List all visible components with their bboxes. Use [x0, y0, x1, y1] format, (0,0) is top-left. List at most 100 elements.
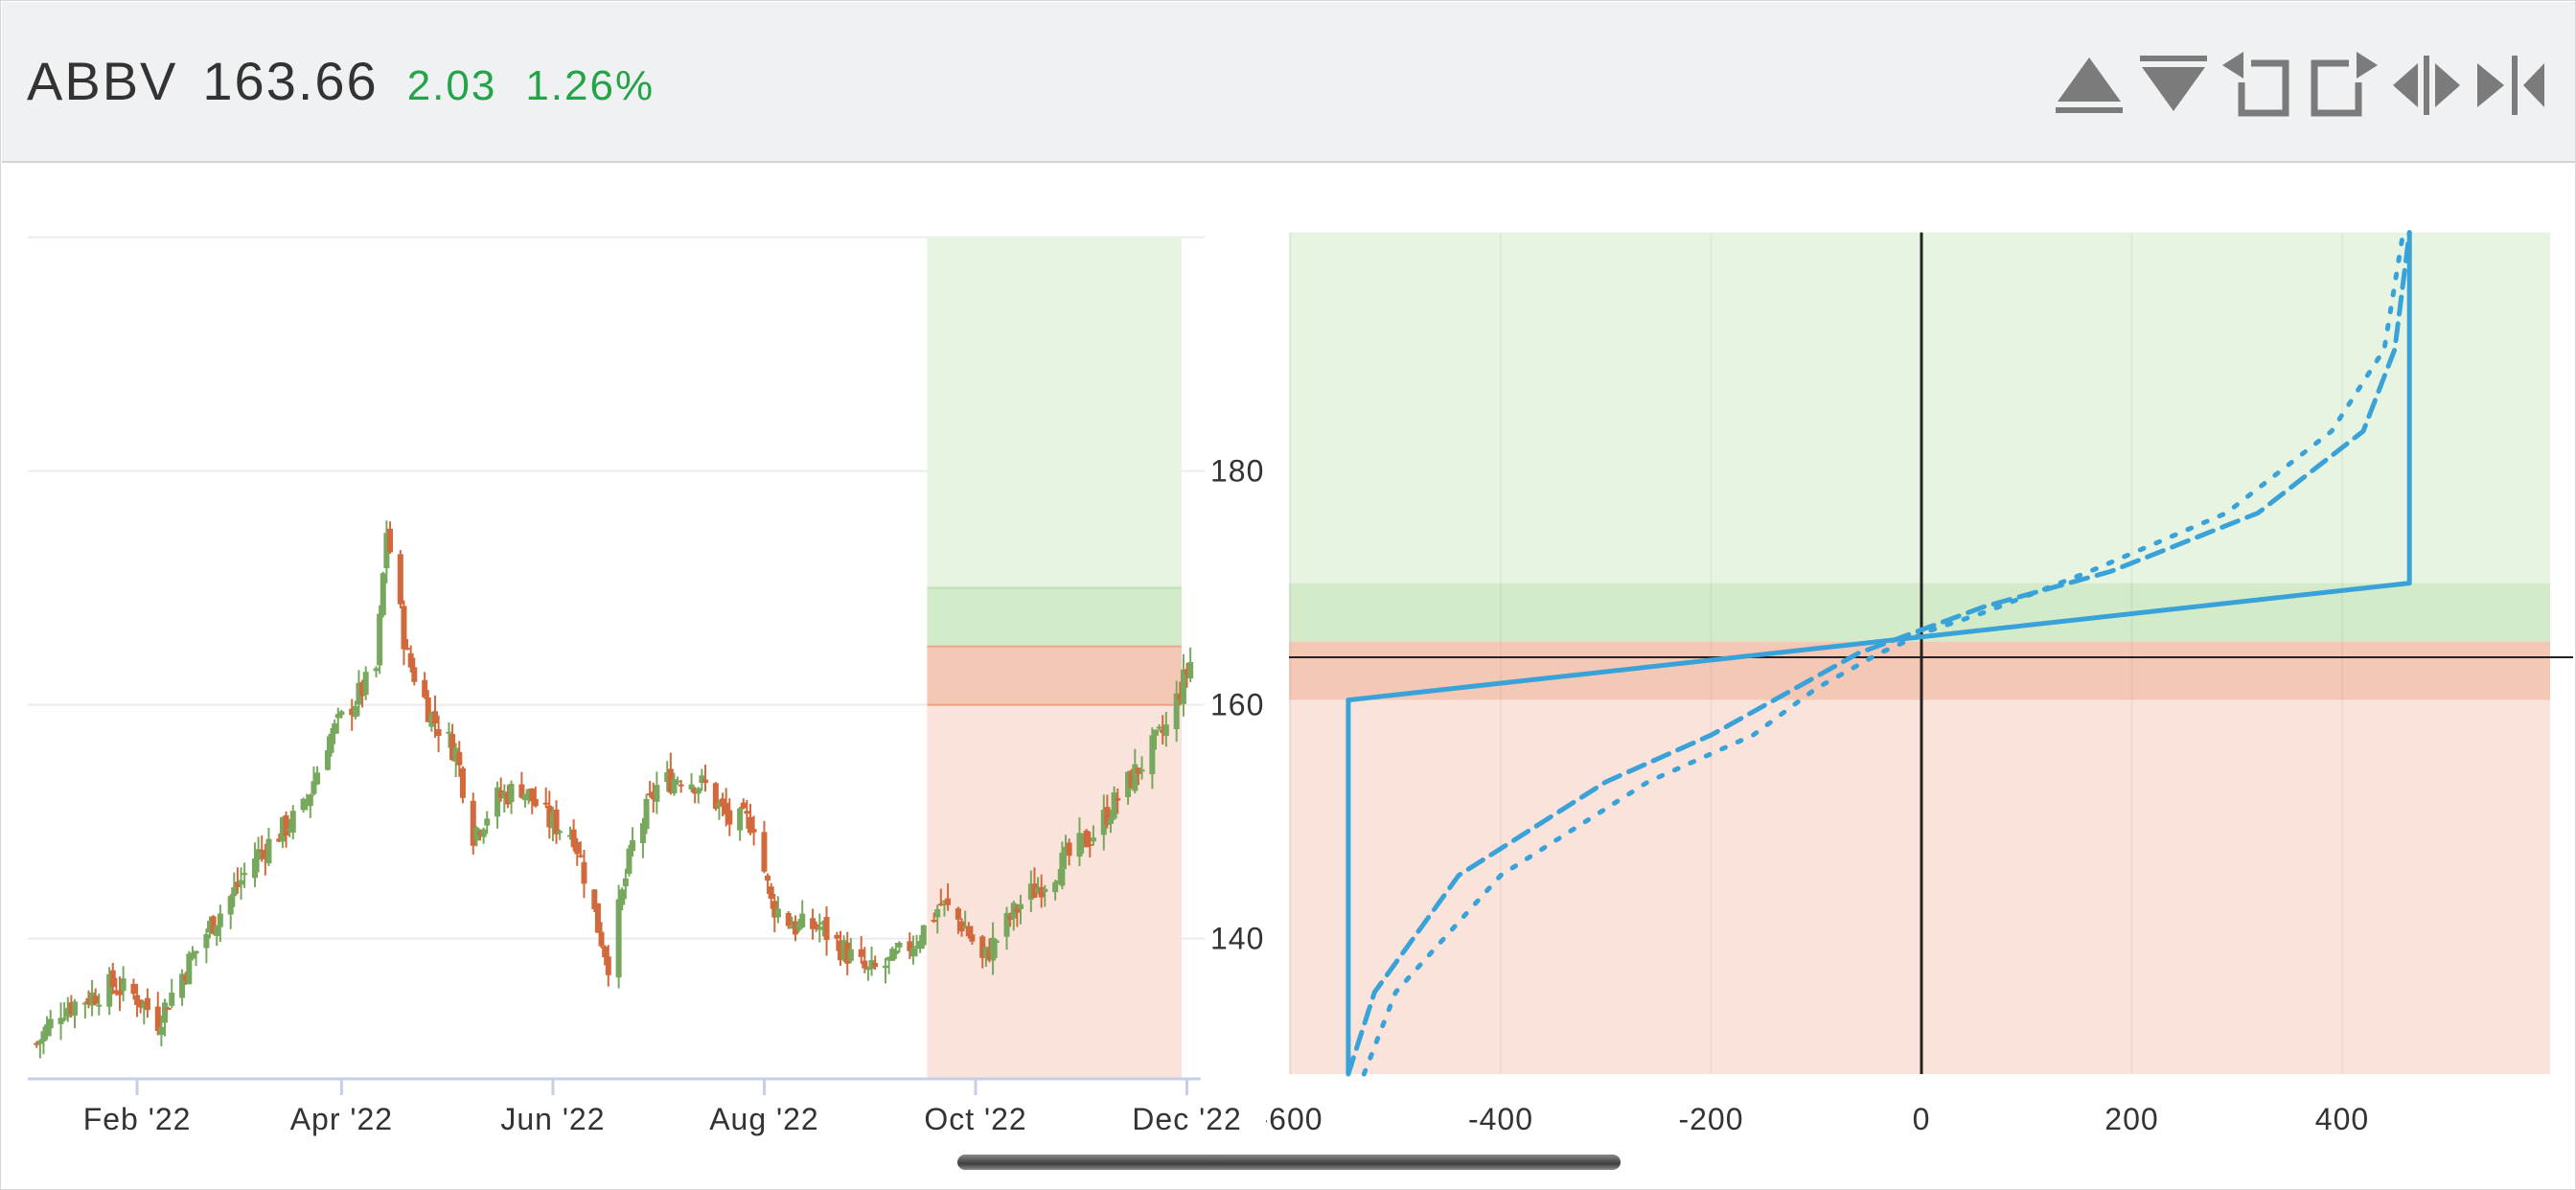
- candle-body: [647, 793, 654, 796]
- candle-body: [581, 861, 587, 884]
- price-chart[interactable]: Feb '22 Apr '22 Jun '22 Aug '22 Oct '22 Dec '…: [1, 164, 1266, 1160]
- candle-body: [720, 798, 726, 806]
- candle-body: [1100, 810, 1107, 835]
- candle-body: [1104, 807, 1111, 825]
- candle-body: [969, 934, 976, 942]
- candle-body: [40, 1031, 47, 1041]
- candle-body: [671, 779, 678, 794]
- x-tick-label: -600: [1266, 1102, 1323, 1136]
- candle-body: [650, 791, 656, 800]
- candle-body: [120, 978, 126, 992]
- payoff-chart[interactable]: -600 -400 -200 0 200 400: [1266, 164, 2576, 1160]
- candle-body: [619, 889, 626, 905]
- candle-body: [1083, 830, 1090, 848]
- candle-body: [630, 839, 636, 852]
- candle-body: [262, 851, 268, 859]
- horizontal-scrollbar[interactable]: [957, 1155, 1621, 1170]
- toolbar: [2054, 42, 2546, 128]
- candle-body: [304, 800, 310, 803]
- candle-body: [937, 904, 944, 906]
- candle-body: [744, 811, 750, 814]
- candle-body: [504, 791, 511, 805]
- candle-body: [349, 708, 356, 716]
- candle-body: [740, 802, 747, 809]
- candle-body: [92, 995, 99, 1004]
- candle-body: [525, 789, 532, 796]
- candle-body: [702, 779, 708, 784]
- candle-body: [639, 823, 646, 843]
- candle-body: [917, 941, 924, 950]
- candle-body: [1132, 764, 1138, 791]
- header-bar: ABBV 163.66 2.03 1.26%: [2, 2, 2575, 163]
- candle-body: [1153, 729, 1159, 736]
- candle-body: [238, 880, 244, 885]
- candle-body: [726, 810, 733, 825]
- candle-body: [1010, 903, 1017, 919]
- candle-body: [1035, 887, 1042, 893]
- candle-body: [338, 711, 345, 716]
- candle-body: [615, 899, 622, 978]
- candle-body: [793, 921, 798, 935]
- candle-body: [761, 832, 768, 872]
- candle-body: [990, 937, 997, 961]
- candle-body: [484, 818, 491, 826]
- candle-body: [1027, 883, 1034, 900]
- candle-body: [982, 947, 989, 957]
- candle-body: [813, 924, 819, 929]
- split-horizontal-icon[interactable]: [2391, 47, 2462, 124]
- candle-body: [401, 606, 407, 650]
- candle-body: [425, 697, 431, 722]
- candle-body: [279, 816, 286, 842]
- candle-body: [532, 798, 539, 807]
- candle-body: [816, 927, 823, 930]
- candle-body: [542, 802, 549, 805]
- candle-body: [332, 722, 338, 734]
- expand-right-icon[interactable]: [2307, 47, 2378, 124]
- x-tick-label: Dec '22: [1132, 1102, 1242, 1136]
- profit-zone: [927, 237, 1182, 588]
- x-tick-label: Apr '22: [290, 1102, 393, 1136]
- candle-body: [494, 787, 501, 817]
- candle-body: [380, 573, 386, 616]
- candle-body: [470, 800, 476, 846]
- candle-body: [203, 933, 210, 949]
- triangle-down-icon[interactable]: [2138, 47, 2209, 124]
- candle-body: [255, 849, 262, 860]
- collapse-right-icon[interactable]: [2475, 47, 2546, 124]
- triangle-up-icon[interactable]: [2054, 47, 2125, 124]
- candle-body: [193, 950, 199, 954]
- candle-body: [387, 528, 393, 553]
- candle-body: [356, 682, 362, 705]
- candle-body: [452, 747, 459, 762]
- candle-body: [186, 953, 193, 985]
- candle-body: [892, 950, 899, 954]
- candle-body: [844, 942, 851, 964]
- candle-body: [182, 975, 189, 980]
- candle-body: [1052, 881, 1059, 893]
- candle-body: [1187, 661, 1194, 679]
- candle-body: [883, 965, 888, 969]
- candle-body: [567, 835, 573, 837]
- expand-left-icon[interactable]: [2222, 47, 2293, 124]
- candle-body: [1018, 904, 1024, 909]
- candle-body: [359, 681, 366, 697]
- candle-body: [1087, 843, 1093, 846]
- candle-body: [886, 956, 892, 961]
- candle-body: [862, 960, 868, 969]
- candle-body: [252, 858, 258, 879]
- payoff-solid-line: [1346, 230, 2412, 1077]
- candle-body: [838, 940, 843, 961]
- candle-body: [1111, 792, 1117, 819]
- candle-body: [422, 679, 428, 698]
- candle-body: [847, 949, 854, 961]
- candle-body: [217, 913, 223, 927]
- candle-body: [570, 829, 577, 848]
- candle-body: [858, 949, 864, 957]
- candle-body: [411, 667, 418, 682]
- candle-body: [1108, 818, 1114, 824]
- candle-body: [872, 963, 879, 968]
- candle-body: [945, 898, 952, 905]
- candle-body: [962, 927, 969, 929]
- candle-body: [1059, 852, 1066, 886]
- candle-body: [141, 1002, 148, 1009]
